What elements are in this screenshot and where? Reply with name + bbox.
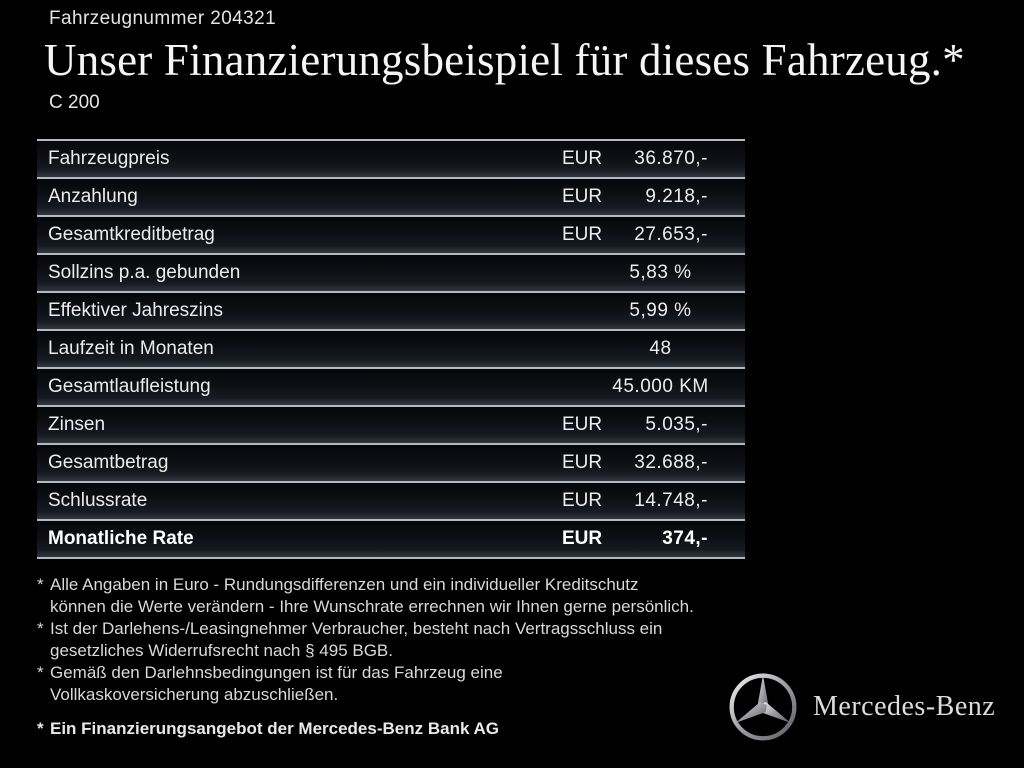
row-value: 48 [649, 338, 672, 359]
row-currency: EUR [562, 528, 603, 549]
row-label: Gesamtlaufleistung [48, 376, 211, 397]
footnote-text: Ist der Darlehens-/Leasingnehmer Verbrau… [50, 618, 767, 662]
footnote-line: Ist der Darlehens-/Leasingnehmer Verbrau… [50, 619, 663, 638]
footnote-line: gesetzliches Widerrufsrecht nach § 495 B… [50, 641, 393, 660]
mercedes-star-icon [729, 673, 797, 741]
footnote-marker: * [37, 719, 44, 738]
row-value-area: 45.000 KM [562, 376, 745, 398]
table-row: Gesamtkreditbetrag EUR 27.653,- [37, 217, 745, 255]
row-value-area: 48 [562, 338, 745, 360]
row-label: Gesamtkreditbetrag [48, 224, 215, 245]
row-label: Schlussrate [48, 490, 148, 511]
row-currency: EUR [562, 148, 603, 169]
row-label: Zinsen [48, 414, 106, 435]
row-label: Fahrzeugpreis [48, 148, 170, 169]
footnotes: * Alle Angaben in Euro - Rundungsdiffere… [37, 574, 767, 740]
table-row: Laufzeit in Monaten 48 [37, 331, 745, 369]
footnote: * Ist der Darlehens-/Leasingnehmer Verbr… [37, 618, 767, 662]
row-label: Gesamtbetrag [48, 452, 169, 473]
footnote-text: Alle Angaben in Euro - Rundungsdifferenz… [50, 574, 767, 618]
footnote: * Gemäß den Darlehnsbedingungen ist für … [37, 662, 767, 706]
table-row: Sollzins p.a. gebunden 5,83 % [37, 255, 745, 293]
row-currency: EUR [562, 224, 603, 245]
table-row: Gesamtlaufleistung 45.000 KM [37, 369, 745, 407]
brand-wordmark: Mercedes-Benz [813, 691, 996, 722]
footnote-marker: * [37, 575, 44, 594]
footnote-line: Alle Angaben in Euro - Rundungsdifferenz… [50, 575, 639, 594]
row-value-area: EUR 5.035,- [562, 414, 745, 436]
table-row: Schlussrate EUR 14.748,- [37, 483, 745, 521]
row-label: Effektiver Jahreszins [48, 300, 223, 321]
table-row: Monatliche Rate EUR 374,- [37, 521, 745, 559]
row-label: Laufzeit in Monaten [48, 338, 214, 359]
table-row: Zinsen EUR 5.035,- [37, 407, 745, 445]
footnote-marker: * [37, 663, 44, 682]
row-value-area: EUR 9.218,- [562, 186, 745, 208]
row-value: 32.688,- [634, 452, 708, 473]
row-label: Monatliche Rate [48, 528, 194, 549]
table-row: Anzahlung EUR 9.218,- [37, 179, 745, 217]
page-title: Unser Finanzierungsbeispiel für dieses F… [44, 35, 965, 85]
row-currency: EUR [562, 414, 603, 435]
row-value: 374,- [662, 528, 708, 549]
row-value-area: EUR 374,- [562, 528, 745, 550]
footnote: * Alle Angaben in Euro - Rundungsdiffere… [37, 574, 767, 618]
footnote-line: Gemäß den Darlehnsbedingungen ist für da… [50, 663, 503, 682]
table-row: Gesamtbetrag EUR 32.688,- [37, 445, 745, 483]
row-value: 14.748,- [634, 490, 708, 511]
row-value-area: 5,83 % [562, 262, 745, 284]
row-currency: EUR [562, 186, 603, 207]
footnote-line: Ein Finanzierungsangebot der Mercedes-Be… [50, 719, 500, 738]
row-value-area: EUR 32.688,- [562, 452, 745, 474]
vehicle-model: C 200 [49, 92, 100, 113]
brand-area: Mercedes-Benz [727, 671, 995, 743]
row-label: Anzahlung [48, 186, 138, 207]
row-value: 36.870,- [634, 148, 708, 169]
row-value: 5.035,- [645, 414, 708, 435]
table-row: Fahrzeugpreis EUR 36.870,- [37, 141, 745, 179]
row-value-area: 5,99 % [562, 300, 745, 322]
row-value: 45.000 KM [612, 376, 709, 397]
row-label: Sollzins p.a. gebunden [48, 262, 241, 283]
row-currency: EUR [562, 490, 603, 511]
footnote-line: können die Werte verändern - Ihre Wunsch… [50, 597, 694, 616]
footnote-marker: * [37, 619, 44, 638]
vehicle-number: Fahrzeugnummer 204321 [49, 8, 277, 29]
row-value: 5,99 % [629, 300, 692, 321]
footnote-text: Gemäß den Darlehnsbedingungen ist für da… [50, 662, 767, 706]
row-value: 5,83 % [629, 262, 692, 283]
footnote-text: Ein Finanzierungsangebot der Mercedes-Be… [50, 718, 767, 740]
row-value-area: EUR 36.870,- [562, 148, 745, 170]
footnote: * Ein Finanzierungsangebot der Mercedes-… [37, 718, 767, 740]
row-value-area: EUR 14.748,- [562, 490, 745, 512]
finance-table: Fahrzeugpreis EUR 36.870,- Anzahlung EUR… [37, 139, 745, 559]
row-currency: EUR [562, 452, 603, 473]
row-value-area: EUR 27.653,- [562, 224, 745, 246]
row-value: 27.653,- [634, 224, 708, 245]
footnote-line: Vollkaskoversicherung abzuschließen. [50, 685, 339, 704]
table-row: Effektiver Jahreszins 5,99 % [37, 293, 745, 331]
row-value: 9.218,- [645, 186, 708, 207]
